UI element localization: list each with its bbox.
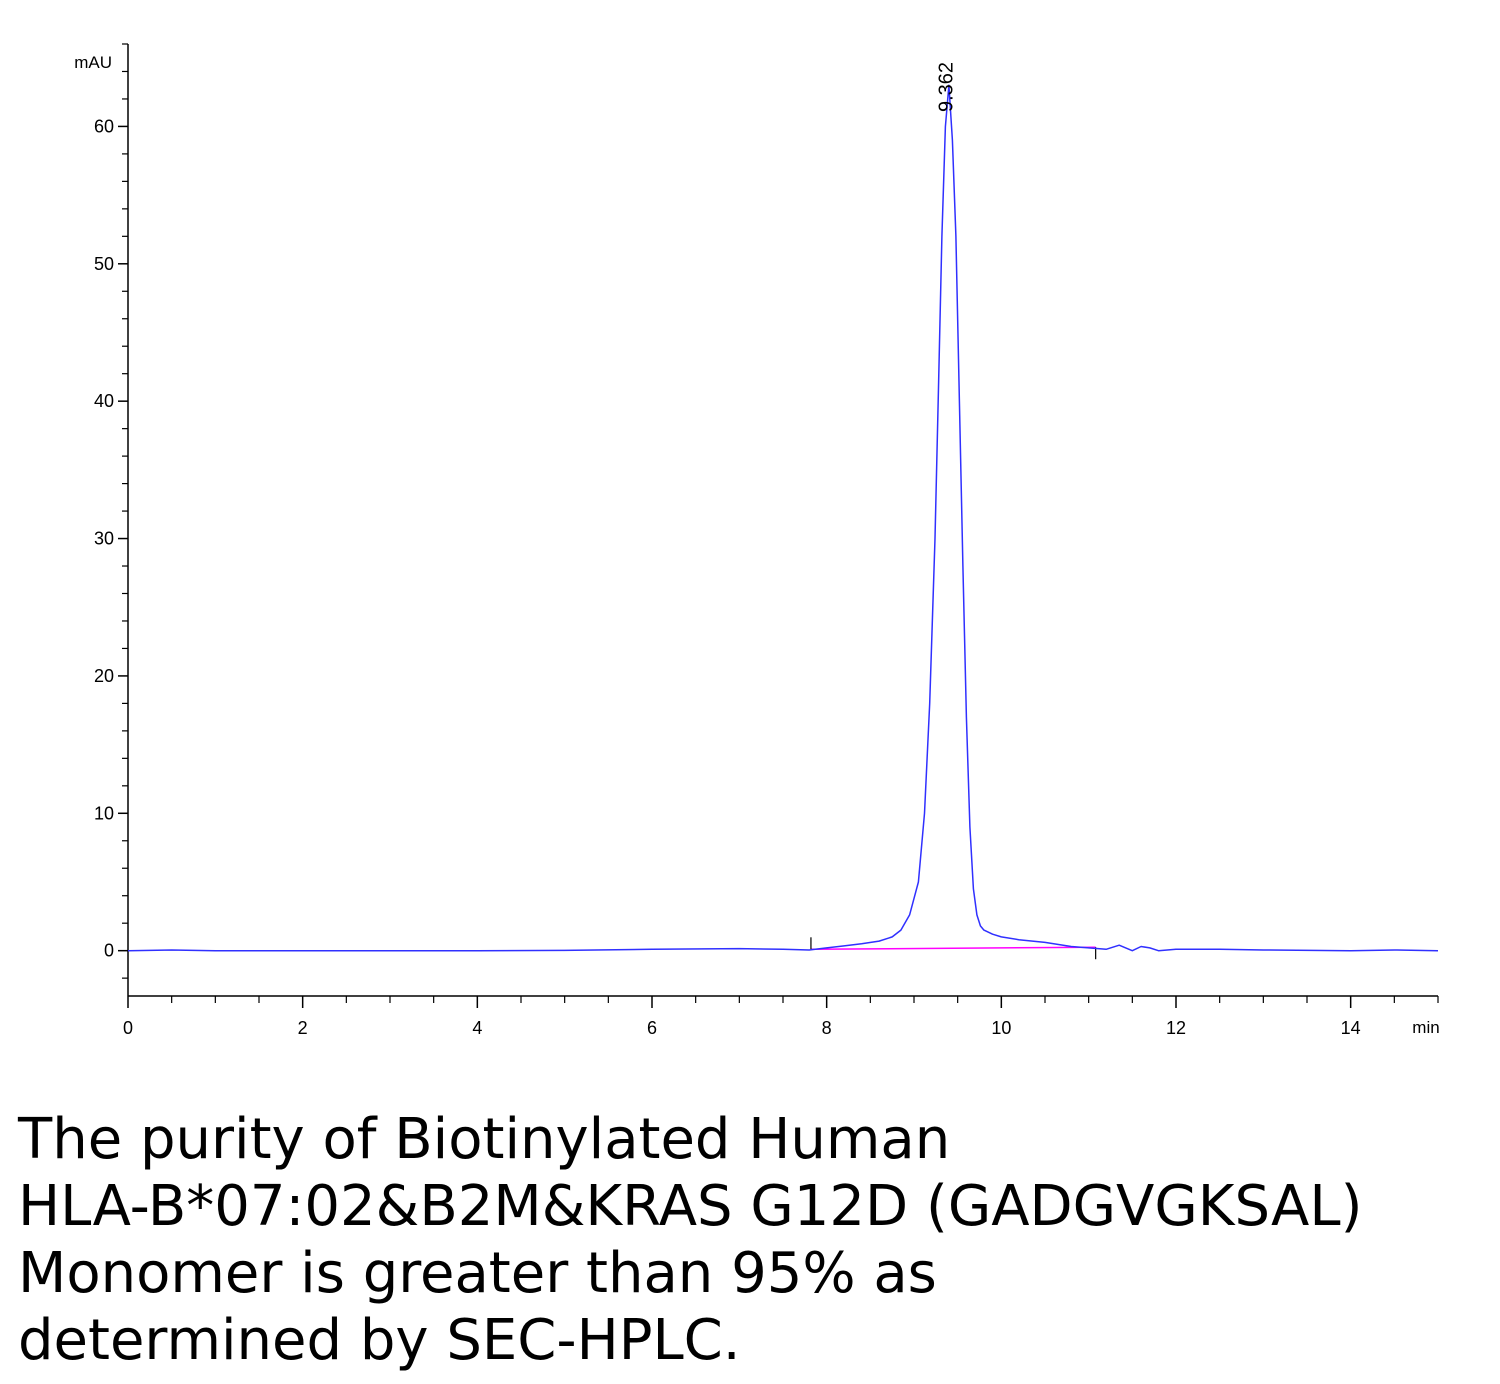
x-tick-label: 12 bbox=[1166, 1018, 1186, 1038]
caption-line: Monomer is greater than 95% as bbox=[18, 1241, 937, 1306]
x-tick-label: 8 bbox=[822, 1018, 832, 1038]
y-tick-label: 40 bbox=[94, 391, 114, 411]
caption-line: HLA-B*07:02&B2M&KRAS G12D (GADGVGKSAL) bbox=[18, 1174, 1363, 1239]
y-tick-label: 0 bbox=[104, 941, 114, 961]
caption-line: determined by SEC-HPLC. bbox=[18, 1308, 741, 1373]
y-axis-unit-label: mAU bbox=[74, 53, 112, 72]
y-tick-label: 10 bbox=[94, 803, 114, 823]
x-tick-label: 4 bbox=[472, 1018, 482, 1038]
axes: 0 10 20 30 40 50 60 0 2 4 6 8 10 12 14 bbox=[94, 43, 1439, 1038]
x-tick-label: 0 bbox=[123, 1018, 133, 1038]
signal-series bbox=[127, 84, 1439, 952]
signal-trace bbox=[127, 84, 1439, 952]
y-tick-label: 20 bbox=[94, 666, 114, 686]
x-tick-label: 2 bbox=[298, 1018, 308, 1038]
integration-baseline bbox=[810, 937, 1097, 960]
caption-line: The purity of Biotinylated Human bbox=[18, 1107, 951, 1172]
integration-baseline-line bbox=[810, 946, 1096, 951]
x-axis-unit-label: min bbox=[1412, 1018, 1439, 1037]
chromatogram-chart: 0 10 20 30 40 50 60 0 2 4 6 8 10 12 14 mAU min 9.362 bbox=[74, 43, 1440, 1038]
peak-retention-time-label: 9.362 bbox=[936, 62, 958, 112]
y-tick-label: 50 bbox=[94, 254, 114, 274]
x-tick-label: 10 bbox=[991, 1018, 1011, 1038]
x-tick-label: 14 bbox=[1341, 1018, 1361, 1038]
y-tick-label: 60 bbox=[94, 116, 114, 136]
x-tick-label: 6 bbox=[647, 1018, 657, 1038]
y-tick-label: 30 bbox=[94, 529, 114, 549]
caption: The purity of Biotinylated Human HLA-B*0… bbox=[18, 1106, 1488, 1374]
